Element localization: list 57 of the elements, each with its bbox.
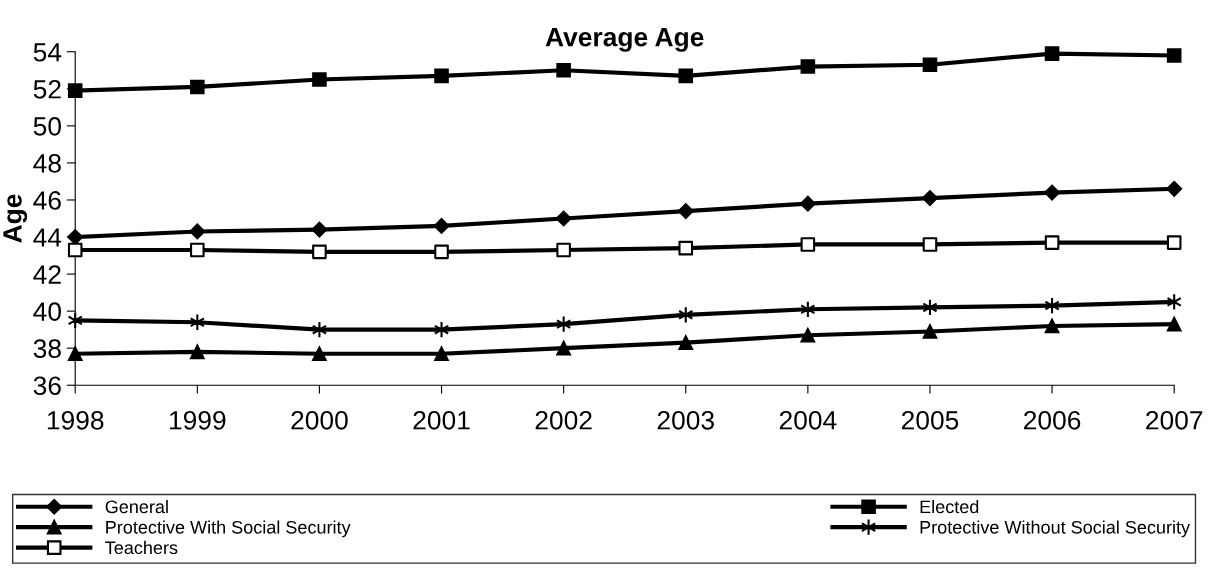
x-tick-label: 2003: [657, 410, 714, 430]
point: [1044, 46, 1060, 61]
y-tick-label: 52: [33, 79, 61, 99]
x-tick-label: 2002: [535, 410, 592, 430]
point: [922, 324, 938, 339]
point: [190, 344, 205, 360]
point: [677, 203, 694, 219]
point: [556, 340, 571, 356]
point: [800, 327, 816, 343]
y-tick-label: 44: [33, 228, 62, 247]
y-tick-label: 46: [33, 191, 61, 210]
x-tick-label: 1998: [47, 410, 104, 430]
y-tick-label: 54: [33, 43, 62, 62]
point: [312, 72, 327, 87]
y-tick-label: 50: [33, 117, 61, 136]
y-tick-label: 48: [33, 154, 61, 173]
point: [800, 59, 816, 74]
chart-title: Average Age: [545, 28, 704, 52]
point: [1166, 316, 1182, 332]
point: [190, 79, 205, 95]
point: [1044, 184, 1060, 201]
legend-label: Elected: [920, 499, 979, 514]
y-tick-label: 40: [33, 302, 61, 321]
x-tick-label: 2001: [413, 410, 470, 430]
x-tick-label: 2005: [901, 410, 959, 430]
point: [1044, 318, 1060, 334]
point: [1166, 180, 1183, 197]
point: [311, 221, 328, 238]
x-tick-label: 2007: [1146, 410, 1203, 430]
legend-label: Protective With Social Security: [106, 520, 351, 538]
point: [556, 62, 571, 78]
point: [67, 83, 83, 98]
point: [434, 68, 449, 84]
y-tick-label: 38: [33, 339, 61, 359]
point: [678, 68, 694, 84]
point: [555, 210, 572, 227]
point: [67, 229, 84, 245]
y-tick-label: 36: [33, 376, 61, 396]
x-tick-label: 2000: [291, 410, 348, 430]
point: [434, 346, 449, 362]
point: [312, 346, 327, 362]
x-tick-label: 2004: [779, 410, 837, 430]
point: [433, 320, 450, 339]
legend-label: Teachers: [105, 540, 178, 555]
point: [1166, 48, 1182, 63]
point: [189, 223, 206, 240]
point: [799, 195, 816, 212]
point: [678, 335, 694, 350]
point: [922, 190, 938, 207]
x-tick-label: 1999: [169, 410, 226, 430]
x-tick-label: 2006: [1024, 410, 1081, 430]
point: [922, 57, 938, 73]
legend-label: General: [105, 499, 168, 514]
legend-label: Protective Without Social Security: [920, 520, 1191, 538]
point: [433, 218, 450, 234]
y-tick-label: 42: [33, 265, 61, 284]
y-axis-title: Age: [3, 194, 28, 243]
